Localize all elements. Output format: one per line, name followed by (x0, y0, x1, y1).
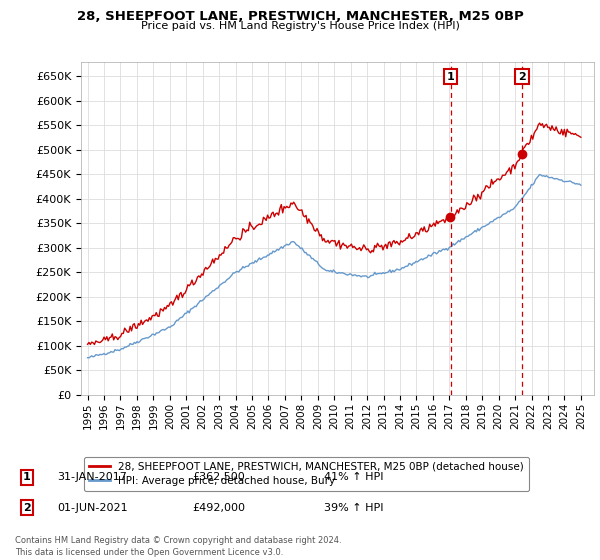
Text: 31-JAN-2017: 31-JAN-2017 (57, 472, 127, 482)
Text: 1: 1 (23, 472, 31, 482)
Legend: 28, SHEEPFOOT LANE, PRESTWICH, MANCHESTER, M25 0BP (detached house), HPI: Averag: 28, SHEEPFOOT LANE, PRESTWICH, MANCHESTE… (83, 456, 529, 491)
Text: 01-JUN-2021: 01-JUN-2021 (57, 503, 128, 513)
Text: Contains HM Land Registry data © Crown copyright and database right 2024.
This d: Contains HM Land Registry data © Crown c… (15, 536, 341, 557)
Text: 1: 1 (447, 72, 455, 82)
Text: 2: 2 (23, 503, 31, 513)
Text: Price paid vs. HM Land Registry's House Price Index (HPI): Price paid vs. HM Land Registry's House … (140, 21, 460, 31)
Text: 39% ↑ HPI: 39% ↑ HPI (324, 503, 383, 513)
Text: £362,500: £362,500 (192, 472, 245, 482)
Text: 2: 2 (518, 72, 526, 82)
Text: £492,000: £492,000 (192, 503, 245, 513)
Text: 28, SHEEPFOOT LANE, PRESTWICH, MANCHESTER, M25 0BP: 28, SHEEPFOOT LANE, PRESTWICH, MANCHESTE… (77, 10, 523, 23)
Text: 41% ↑ HPI: 41% ↑ HPI (324, 472, 383, 482)
